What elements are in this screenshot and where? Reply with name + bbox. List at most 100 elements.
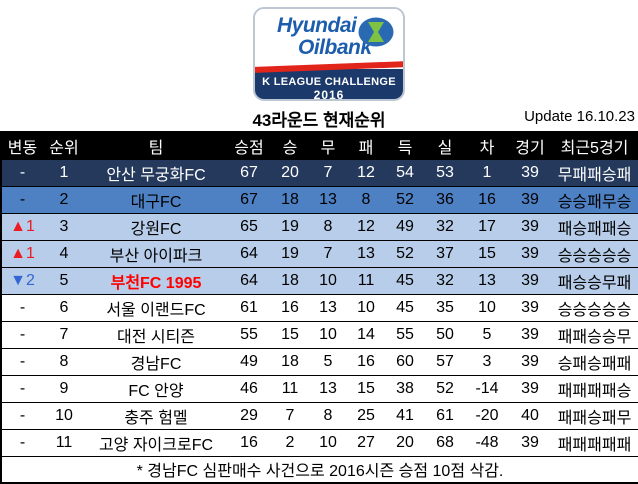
team-cell: 충주 험멜 bbox=[85, 401, 227, 430]
points-cell: 67 bbox=[227, 158, 271, 187]
rank-cell: 2 bbox=[43, 185, 85, 214]
change-cell: ▲1 bbox=[1, 212, 43, 241]
recent-form-cell: 무패패승패 bbox=[551, 158, 638, 187]
logo-brand-area: Hyundai Oilbank bbox=[255, 9, 403, 64]
rank-cell: 9 bbox=[43, 374, 85, 403]
title-row: 43라운드 현재순위 Update 16.10.23 bbox=[0, 106, 638, 131]
goal-diff-cell: 16 bbox=[465, 185, 509, 214]
goals-against-cell: 37 bbox=[425, 239, 465, 268]
recent-form-cell: 패패패패패 bbox=[551, 428, 638, 457]
recent-form-cell: 승승승승승 bbox=[551, 239, 638, 268]
header-draws: 무 bbox=[309, 132, 347, 159]
losses-cell: 13 bbox=[347, 239, 385, 268]
points-cell: 67 bbox=[227, 185, 271, 214]
points-cell: 46 bbox=[227, 374, 271, 403]
rank-cell: 11 bbox=[43, 428, 85, 457]
header-team: 팀 bbox=[85, 132, 227, 159]
points-cell: 64 bbox=[227, 239, 271, 268]
change-cell: - bbox=[1, 428, 43, 457]
goal-diff-cell: 13 bbox=[465, 266, 509, 295]
games-cell: 39 bbox=[509, 374, 551, 403]
goals-against-cell: 61 bbox=[425, 401, 465, 430]
rank-cell: 5 bbox=[43, 266, 85, 295]
games-cell: 39 bbox=[509, 293, 551, 322]
change-cell: - bbox=[1, 347, 43, 376]
goals-for-cell: 52 bbox=[385, 239, 425, 268]
goals-for-cell: 38 bbox=[385, 374, 425, 403]
games-cell: 39 bbox=[509, 158, 551, 187]
header-row: 변동 순위 팀 승점 승 무 패 득 실 차 경기 최근5경기 bbox=[1, 132, 638, 159]
wins-cell: 19 bbox=[271, 212, 309, 241]
recent-form-cell: 승패승패패 bbox=[551, 347, 638, 376]
team-cell: 대전 시티즌 bbox=[85, 320, 227, 349]
recent-form-cell: 패패승승무 bbox=[551, 320, 638, 349]
team-cell: 부산 아이파크 bbox=[85, 239, 227, 268]
team-cell: 부천FC 1995 bbox=[85, 266, 227, 295]
losses-cell: 14 bbox=[347, 320, 385, 349]
rank-cell: 8 bbox=[43, 347, 85, 376]
goals-for-cell: 49 bbox=[385, 212, 425, 241]
draws-cell: 13 bbox=[309, 293, 347, 322]
draws-cell: 8 bbox=[309, 212, 347, 241]
league-name: K LEAGUE CHALLENGE bbox=[262, 76, 396, 88]
goals-against-cell: 32 bbox=[425, 212, 465, 241]
footnote-row: * 경남FC 심판매수 사건으로 2016시즌 승점 10점 삭감. bbox=[1, 455, 638, 484]
wins-cell: 16 bbox=[271, 293, 309, 322]
goals-against-cell: 68 bbox=[425, 428, 465, 457]
league-year: 2016 bbox=[313, 88, 345, 101]
goal-diff-cell: -14 bbox=[465, 374, 509, 403]
games-cell: 39 bbox=[509, 212, 551, 241]
rank-cell: 10 bbox=[43, 401, 85, 430]
goal-diff-cell: 15 bbox=[465, 239, 509, 268]
rank-cell: 7 bbox=[43, 320, 85, 349]
draws-cell: 7 bbox=[309, 239, 347, 268]
goals-for-cell: 41 bbox=[385, 401, 425, 430]
games-cell: 39 bbox=[509, 185, 551, 214]
goal-diff-cell: 17 bbox=[465, 212, 509, 241]
recent-form-cell: 패패승패무 bbox=[551, 401, 638, 430]
standings-row: -9 FC 안양 46 11 13 15 38 52 -14 39 패패패패승 bbox=[1, 374, 638, 403]
recent-form-cell: 패패패패승 bbox=[551, 374, 638, 403]
recent-form-cell: 패승승무패 bbox=[551, 266, 638, 295]
goals-against-cell: 53 bbox=[425, 158, 465, 187]
goal-diff-cell: 3 bbox=[465, 347, 509, 376]
goals-for-cell: 20 bbox=[385, 428, 425, 457]
footnote-text: * 경남FC 심판매수 사건으로 2016시즌 승점 10점 삭감. bbox=[1, 455, 638, 484]
losses-cell: 8 bbox=[347, 185, 385, 214]
goals-against-cell: 32 bbox=[425, 266, 465, 295]
wins-cell: 18 bbox=[271, 347, 309, 376]
games-cell: 39 bbox=[509, 320, 551, 349]
standings-row: ▼2 5 부천FC 1995 64 18 10 11 45 32 13 39 패승승무패 bbox=[1, 266, 638, 295]
points-cell: 64 bbox=[227, 266, 271, 295]
points-cell: 29 bbox=[227, 401, 271, 430]
games-cell: 39 bbox=[509, 239, 551, 268]
wins-cell: 11 bbox=[271, 374, 309, 403]
standings-row: ▲1 4 부산 아이파크 64 19 7 13 52 37 15 39 승승승승승 bbox=[1, 239, 638, 268]
goals-against-cell: 35 bbox=[425, 293, 465, 322]
draws-cell: 13 bbox=[309, 374, 347, 403]
rank-cell: 1 bbox=[43, 158, 85, 187]
standings-row: -2 대구FC 67 18 13 8 52 36 16 39 승승패무승 bbox=[1, 185, 638, 214]
losses-cell: 16 bbox=[347, 347, 385, 376]
standings-row: -10 충주 험멜 29 7 8 25 41 61 -20 40 패패승패무 bbox=[1, 401, 638, 430]
rank-cell: 4 bbox=[43, 239, 85, 268]
wins-cell: 18 bbox=[271, 266, 309, 295]
goals-against-cell: 36 bbox=[425, 185, 465, 214]
change-cell: - bbox=[1, 185, 43, 214]
standings-row: -6 서울 이랜드FC 61 16 13 10 45 35 10 39 승승승승승 bbox=[1, 293, 638, 322]
goal-diff-cell: 1 bbox=[465, 158, 509, 187]
points-cell: 49 bbox=[227, 347, 271, 376]
rank-cell: 3 bbox=[43, 212, 85, 241]
team-cell: 고양 자이크로FC bbox=[85, 428, 227, 457]
page-title: 43라운드 현재순위 bbox=[252, 111, 386, 130]
goals-against-cell: 57 bbox=[425, 347, 465, 376]
header-goals-for: 득 bbox=[385, 132, 425, 159]
wins-cell: 18 bbox=[271, 185, 309, 214]
wins-cell: 2 bbox=[271, 428, 309, 457]
header-goals-against: 실 bbox=[425, 132, 465, 159]
goals-for-cell: 45 bbox=[385, 266, 425, 295]
change-cell: - bbox=[1, 374, 43, 403]
team-cell: 대구FC bbox=[85, 185, 227, 214]
wins-cell: 15 bbox=[271, 320, 309, 349]
